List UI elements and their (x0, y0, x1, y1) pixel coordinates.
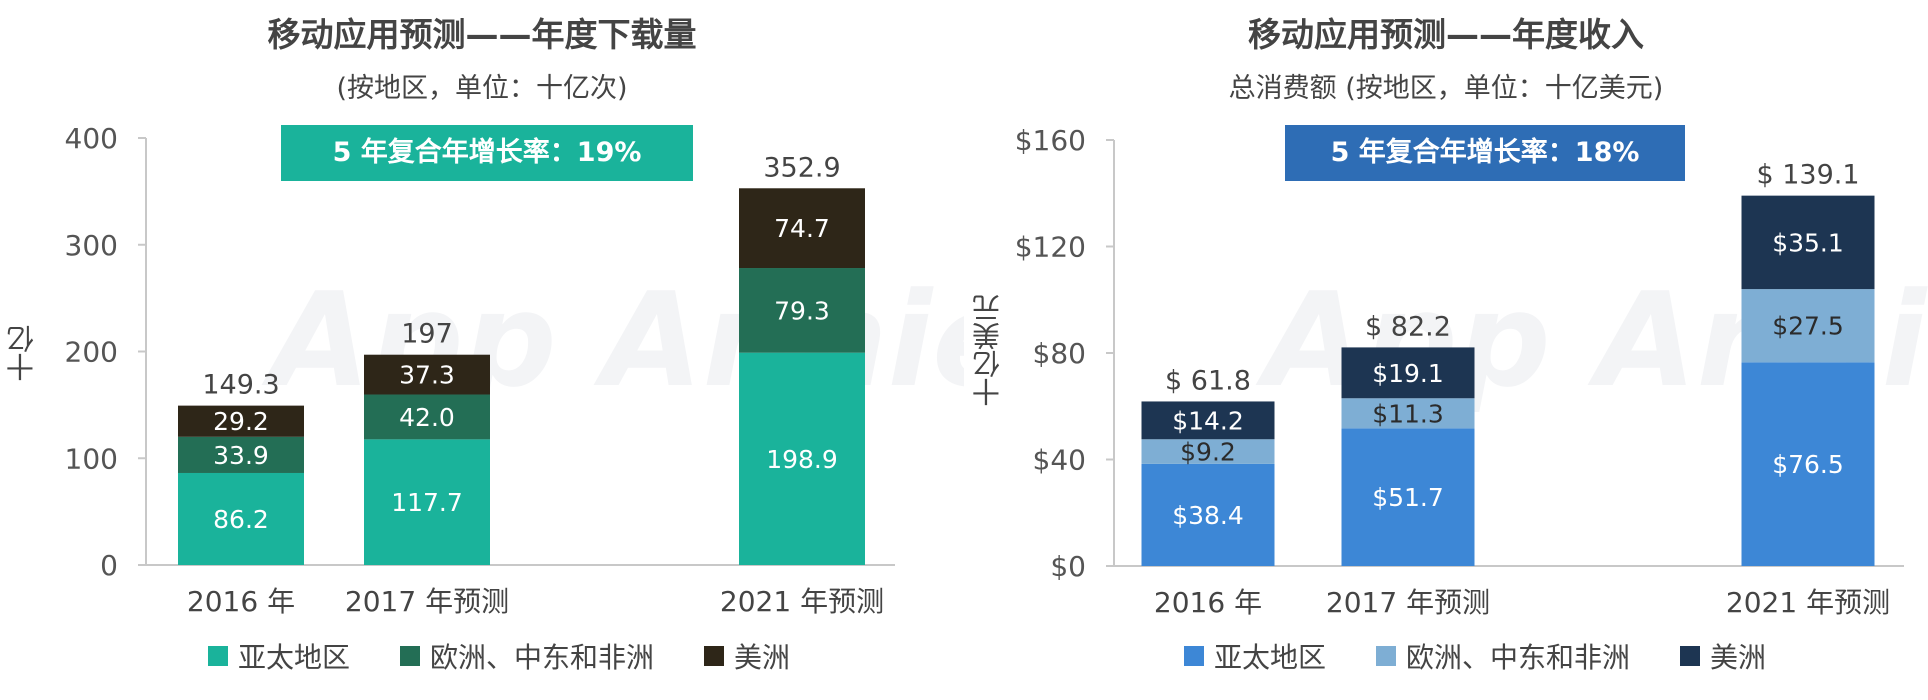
chart-legend: 亚太地区 欧洲、中东和非洲 美洲 (208, 636, 840, 676)
downloads-chart-panel: 移动应用预测——年度下载量 (按地区，单位：十亿次) 十亿 App Annie 0… (5, 15, 964, 676)
data-label: $11.3 (1372, 399, 1444, 428)
bar-segment (1741, 289, 1875, 363)
legend-swatch (704, 646, 725, 666)
data-label: 74.7 (774, 214, 830, 243)
total-label: 352.9 (763, 152, 840, 183)
y-tick-label: $80 (1033, 337, 1086, 370)
data-label: 117.7 (391, 488, 463, 517)
x-tick-label: 2017 年预测 (1326, 586, 1490, 619)
data-label: 33.9 (213, 441, 269, 470)
bar-segment (178, 405, 304, 437)
legend-swatch (1184, 646, 1204, 666)
x-tick-label: 2017 年预测 (345, 585, 509, 618)
y-tick-label: $160 (1015, 124, 1086, 157)
total-label: $ 82.2 (1365, 311, 1451, 342)
total-label: $ 139.1 (1756, 160, 1859, 191)
legend-label: 欧洲、中东和非洲 (1406, 641, 1631, 674)
bar-segment (364, 439, 490, 565)
total-label: 197 (401, 319, 453, 350)
chart-subtitle: (按地区，单位：十亿次) (336, 73, 628, 104)
data-label: $27.5 (1772, 312, 1844, 341)
bar-segment (1341, 398, 1475, 429)
y-tick-label: $0 (1050, 550, 1086, 583)
y-tick-label: 100 (65, 442, 118, 475)
total-label: 149.3 (202, 370, 279, 401)
data-label: 198.9 (766, 445, 838, 474)
legend-item-americas: 美洲 (704, 636, 790, 676)
data-label: 79.3 (774, 296, 830, 325)
data-label: 29.2 (213, 407, 269, 436)
data-label: $76.5 (1772, 450, 1844, 479)
bar-segment (1341, 347, 1475, 399)
y-tick-label: 300 (65, 229, 118, 262)
total-label: $ 61.8 (1165, 365, 1251, 396)
bar-segment (739, 268, 865, 353)
legend-item-apac: 亚太地区 (1184, 636, 1326, 676)
legend-swatch (208, 646, 228, 666)
legend-item-emea: 欧洲、中东和非洲 (400, 636, 654, 676)
x-tick-label: 2021 年预测 (720, 585, 884, 618)
legend-label: 亚太地区 (1214, 641, 1327, 674)
legend-label: 欧洲、中东和非洲 (430, 641, 655, 674)
downloads-chart-svg: App Annie010020030040086.233.929.2149.32… (65, 122, 964, 618)
bar-segment (364, 394, 490, 440)
bar-segment (1141, 463, 1275, 566)
bar-segment (1741, 362, 1875, 566)
y-tick-label: 200 (65, 336, 118, 369)
y-tick-label: 400 (65, 122, 118, 155)
y-tick-label: 0 (100, 549, 118, 582)
bar-segment (364, 354, 490, 395)
data-label: 37.3 (399, 361, 455, 390)
bar-segment (178, 436, 304, 473)
chart-legend: 亚太地区 欧洲、中东和非洲 美洲 (1184, 636, 1816, 676)
cagr-badge: 5 年复合年增长率：18% (1285, 125, 1685, 181)
bar-segment (1341, 428, 1475, 566)
bar-segment (739, 188, 865, 269)
legend-label: 亚太地区 (238, 641, 351, 674)
revenue-chart-panel: 移动应用预测——年度收入 总消费额 (按地区，单位：十亿美元) 十亿美元 App… (964, 0, 1928, 700)
legend-item-americas: 美洲 (1680, 636, 1766, 676)
data-label: $19.1 (1372, 359, 1444, 388)
x-tick-label: 2016 年 (1154, 586, 1262, 619)
data-label: 86.2 (213, 505, 269, 534)
y-tick-label: $40 (1033, 444, 1086, 477)
legend-item-apac: 亚太地区 (208, 636, 350, 676)
legend-item-emea: 欧洲、中东和非洲 (1376, 636, 1630, 676)
legend-swatch (400, 646, 421, 666)
data-label: $51.7 (1372, 483, 1444, 512)
legend-swatch (1680, 646, 1701, 666)
chart-subtitle: 总消费额 (按地区，单位：十亿美元) (1228, 73, 1664, 104)
legend-label: 美洲 (734, 641, 791, 674)
bar-segment (178, 472, 304, 565)
data-label: $14.2 (1172, 406, 1244, 435)
bar-segment (1741, 195, 1875, 290)
chart-title: 移动应用预测——年度下载量 (267, 15, 697, 54)
bar-segment (1141, 439, 1275, 464)
data-label: $38.4 (1172, 501, 1244, 530)
legend-swatch (1376, 646, 1397, 666)
bar-segment (1141, 401, 1275, 440)
cagr-badge: 5 年复合年增长率：19% (281, 125, 693, 181)
data-label: 42.0 (399, 403, 455, 432)
bar-segment (739, 352, 865, 565)
data-label: $9.2 (1180, 438, 1236, 467)
legend-label: 美洲 (1710, 641, 1767, 674)
x-tick-label: 2016 年 (187, 585, 295, 618)
chart-title: 移动应用预测——年度收入 (1248, 15, 1644, 54)
y-tick-label: $120 (1015, 231, 1086, 264)
data-label: $35.1 (1772, 228, 1844, 257)
revenue-chart-svg: App Annie$0$40$80$120$160$38.4$9.2$14.2$… (1015, 124, 1928, 619)
x-tick-label: 2021 年预测 (1726, 586, 1890, 619)
